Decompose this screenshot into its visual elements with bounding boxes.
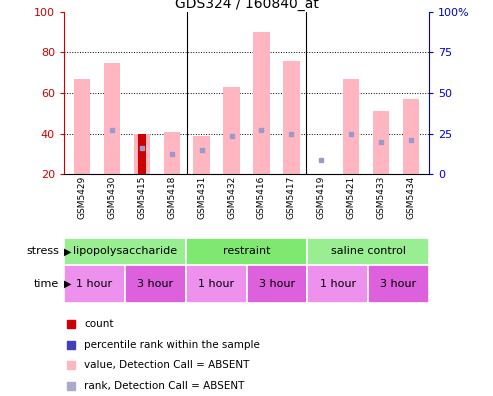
Text: ▶: ▶: [64, 246, 71, 257]
Text: 3 hour: 3 hour: [259, 279, 295, 289]
Text: percentile rank within the sample: percentile rank within the sample: [84, 340, 260, 350]
Bar: [164, 131, 180, 174]
Bar: [373, 111, 389, 174]
Bar: [125, 265, 186, 303]
Bar: [64, 238, 186, 265]
Text: rank, Detection Call = ABSENT: rank, Detection Call = ABSENT: [84, 381, 245, 391]
Bar: [138, 133, 145, 174]
Bar: [403, 99, 419, 174]
Text: 3 hour: 3 hour: [381, 279, 417, 289]
Title: GDS324 / 160840_at: GDS324 / 160840_at: [175, 0, 318, 11]
Bar: [307, 265, 368, 303]
Text: saline control: saline control: [331, 246, 406, 257]
Text: lipopolysaccharide: lipopolysaccharide: [73, 246, 177, 257]
Bar: [64, 265, 125, 303]
Text: 3 hour: 3 hour: [137, 279, 174, 289]
Bar: [246, 265, 307, 303]
Text: 1 hour: 1 hour: [319, 279, 356, 289]
Text: restraint: restraint: [223, 246, 270, 257]
Bar: [283, 61, 300, 174]
Text: count: count: [84, 319, 114, 329]
Text: time: time: [34, 279, 59, 289]
Bar: [74, 79, 90, 174]
Bar: [134, 133, 150, 174]
Bar: [223, 87, 240, 174]
Text: value, Detection Call = ABSENT: value, Detection Call = ABSENT: [84, 360, 249, 370]
Bar: [186, 238, 307, 265]
Bar: [193, 136, 210, 174]
Text: 1 hour: 1 hour: [76, 279, 112, 289]
Bar: [307, 238, 429, 265]
Bar: [104, 63, 120, 174]
Text: 1 hour: 1 hour: [198, 279, 234, 289]
Text: ▶: ▶: [64, 279, 71, 289]
Bar: [368, 265, 429, 303]
Bar: [343, 79, 359, 174]
Text: stress: stress: [26, 246, 59, 257]
Bar: [186, 265, 246, 303]
Bar: [253, 32, 270, 174]
